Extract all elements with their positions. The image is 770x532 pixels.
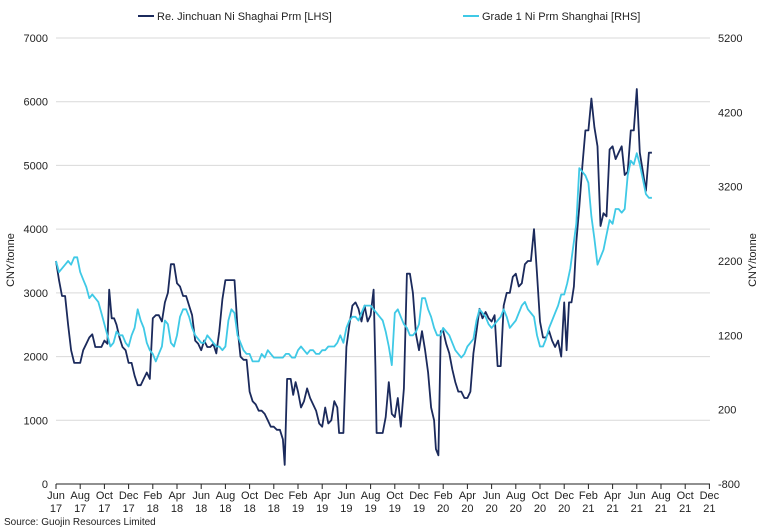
x-tick-label-year: 18: [243, 503, 255, 515]
x-tick-label-month: Oct: [386, 490, 403, 502]
x-tick-label-year: 18: [268, 503, 280, 515]
x-tick-label-month: Dec: [409, 490, 429, 502]
x-tick-label-year: 17: [122, 503, 134, 515]
axes: 0 1000 2000 3000 4000 5000 6000 7000 -800 200 1200…: [24, 33, 743, 515]
x-tick-label-month: Feb: [289, 490, 308, 502]
x-tick-label-month: Aug: [216, 490, 236, 502]
y-right-tick-label: 2200: [718, 256, 742, 268]
y-left-tick-label: 4000: [24, 224, 48, 236]
x-tick-label-year: 20: [534, 503, 546, 515]
x-tick-label-year: 21: [679, 503, 691, 515]
x-tick-label-year: 18: [219, 503, 231, 515]
y-right-tick-label: 200: [718, 405, 736, 417]
x-tick-label-year: 19: [364, 503, 376, 515]
x-tick-label-year: 19: [413, 503, 425, 515]
x-tick-label-month: Dec: [700, 490, 720, 502]
x-tick-label-year: 21: [655, 503, 667, 515]
source-note: Source: Guojin Resources Limited: [4, 517, 156, 528]
x-tick-label-month: Jun: [483, 490, 501, 502]
x-tick-label-month: Dec: [119, 490, 139, 502]
x-tick-label-year: 20: [510, 503, 522, 515]
x-tick-label-month: Oct: [241, 490, 258, 502]
x-tick-label-month: Aug: [70, 490, 90, 502]
x-tick-label-month: Jun: [628, 490, 646, 502]
x-tick-label-year: 18: [147, 503, 159, 515]
x-tick-label-month: Jun: [47, 490, 65, 502]
x-tick-label-year: 18: [171, 503, 183, 515]
series-lines: [55, 88, 652, 466]
series-line-jinchuan: [55, 88, 652, 466]
x-tick-label-month: Jun: [192, 490, 210, 502]
series-line-grade1: [55, 152, 652, 366]
y-right-tick-label: 4200: [718, 107, 742, 119]
y-left-tick-label: 0: [42, 479, 48, 491]
x-tick-label-month: Feb: [143, 490, 162, 502]
x-tick-label-month: Apr: [604, 490, 621, 502]
x-tick-label-year: 21: [703, 503, 715, 515]
x-tick-label-year: 21: [606, 503, 618, 515]
y-right-tick-label: -800: [718, 479, 740, 491]
x-tick-label-year: 20: [437, 503, 449, 515]
x-tick-label-year: 19: [389, 503, 401, 515]
legend-label-grade1: Grade 1 Ni Prm Shanghai [RHS]: [482, 11, 640, 23]
y-left-tick-label: 7000: [24, 33, 48, 45]
y-left-tick-label: 6000: [24, 97, 48, 109]
x-tick-label-month: Dec: [264, 490, 284, 502]
x-tick-label-year: 17: [50, 503, 62, 515]
x-tick-label-year: 21: [582, 503, 594, 515]
x-tick-label-month: Feb: [434, 490, 453, 502]
x-tick-label-month: Aug: [506, 490, 526, 502]
y-right-tick-label: 1200: [718, 330, 742, 342]
x-tick-label-month: Aug: [361, 490, 381, 502]
x-tick-label-year: 19: [292, 503, 304, 515]
x-tick-label-month: Oct: [96, 490, 113, 502]
x-tick-label-year: 21: [631, 503, 643, 515]
x-tick-label-month: Apr: [168, 490, 185, 502]
x-tick-label-year: 17: [74, 503, 86, 515]
x-tick-label-month: Oct: [531, 490, 548, 502]
legend: Re. Jinchuan Ni Shaghai Prm [LHS] Grade …: [138, 11, 640, 23]
y-right-tick-label: 3200: [718, 182, 742, 194]
y-axis-left-title: CNY/tonne: [5, 233, 17, 287]
y-left-tick-label: 2000: [24, 352, 48, 364]
x-tick-label-month: Aug: [651, 490, 671, 502]
y-left-tick-label: 3000: [24, 288, 48, 300]
gridlines: [56, 37, 710, 485]
y-right-tick-label: 5200: [718, 33, 742, 45]
x-tick-label-month: Feb: [579, 490, 598, 502]
x-tick-label-year: 19: [316, 503, 328, 515]
x-tick-label-year: 20: [485, 503, 497, 515]
x-tick-label-year: 19: [340, 503, 352, 515]
legend-label-jinchuan: Re. Jinchuan Ni Shaghai Prm [LHS]: [157, 11, 332, 23]
x-tick-label-month: Apr: [314, 490, 331, 502]
x-tick-label-year: 17: [98, 503, 110, 515]
x-tick-label-year: 20: [461, 503, 473, 515]
x-tick-label-month: Jun: [338, 490, 356, 502]
y-left-tick-label: 1000: [24, 415, 48, 427]
y-left-tick-label: 5000: [24, 160, 48, 172]
x-tick-label-year: 20: [558, 503, 570, 515]
x-tick-label-month: Apr: [459, 490, 476, 502]
x-tick-label-month: Dec: [554, 490, 574, 502]
y-axis-right-title: CNY/tonne: [747, 233, 759, 287]
x-tick-label-month: Oct: [677, 490, 694, 502]
x-tick-label-year: 18: [195, 503, 207, 515]
